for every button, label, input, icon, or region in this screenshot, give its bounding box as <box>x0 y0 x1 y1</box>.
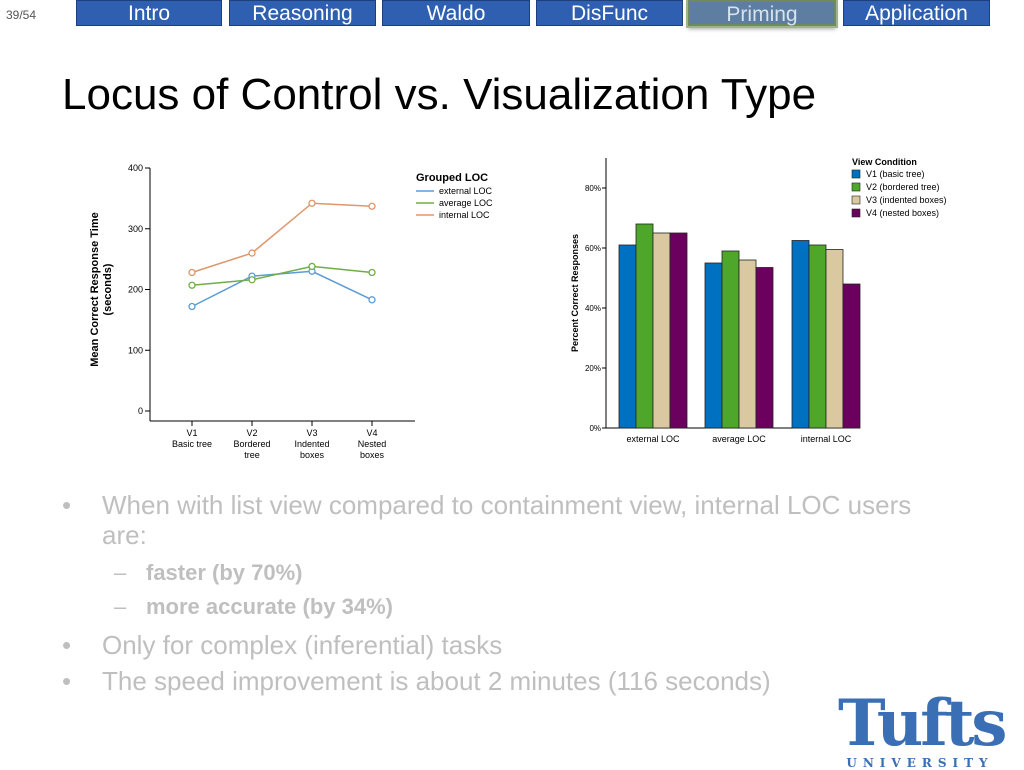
nav-tab-priming[interactable]: Priming <box>688 0 836 26</box>
series-line <box>191 202 373 274</box>
data-point <box>188 281 196 289</box>
series-line <box>191 265 373 286</box>
x-tick-label: V3 <box>306 428 317 438</box>
bullet-dash: – <box>114 560 127 585</box>
bar <box>791 240 810 429</box>
bullet-dot: • <box>62 490 72 520</box>
data-point <box>368 202 376 210</box>
legend-label: internal LOC <box>439 210 490 220</box>
data-point <box>368 268 376 277</box>
bar <box>669 232 688 429</box>
y-axis-label: Percent Correct Responses <box>570 234 580 352</box>
y-tick-label: 100 <box>128 345 143 355</box>
y-axis-label-line: Mean Correct Response Time <box>89 212 101 366</box>
data-point <box>188 302 196 311</box>
x-tick-label: external LOC <box>626 434 680 444</box>
percent-correct-bar-chart: 0% 20% 40% 60% 80% Percent Correct Responses e… <box>570 157 947 444</box>
bar <box>635 223 654 429</box>
legend-swatch <box>851 195 861 205</box>
bar <box>704 262 723 429</box>
bullet-text: The speed improvement is about 2 minutes… <box>102 666 771 696</box>
y-tick-label: 40% <box>585 304 601 313</box>
data-point <box>308 199 316 207</box>
y-tick-label: 200 <box>128 285 143 295</box>
x-tick-label: average LOC <box>712 434 766 444</box>
sub-bullet-item: – faster (by 70%) <box>62 556 962 590</box>
nav-tab-waldo[interactable]: Waldo <box>382 0 530 26</box>
bullet-text: When with list view compared to containm… <box>102 490 912 550</box>
x-tick-label: Nested <box>358 439 387 449</box>
legend-label: V4 (nested boxes) <box>866 208 939 218</box>
x-tick-label: V4 <box>366 428 377 438</box>
x-tick-label: boxes <box>300 450 325 460</box>
legend-title: View Condition <box>852 157 917 167</box>
legend-label: average LOC <box>439 198 493 208</box>
nav-tab-disfunc[interactable]: DisFunc <box>536 0 683 26</box>
bullet-dash: – <box>114 594 127 619</box>
nav-tab-application[interactable]: Application <box>843 0 990 26</box>
x-tick-label: Indented <box>294 439 329 449</box>
x-tick-label: Bordered <box>233 439 270 449</box>
y-tick-label: 20% <box>585 364 601 373</box>
x-tick-label: V2 <box>246 428 257 438</box>
bar <box>755 267 774 429</box>
x-tick-label: internal LOC <box>801 434 852 444</box>
bar <box>808 244 827 429</box>
sub-bullet-text: more accurate (by 34%) <box>146 594 393 619</box>
bullet-item: • When with list view compared to contai… <box>62 490 962 550</box>
legend-swatch <box>851 169 861 179</box>
legend-label: V2 (bordered tree) <box>866 182 940 192</box>
y-tick-label: 60% <box>585 244 601 253</box>
legend-swatch <box>851 208 861 218</box>
sub-bullet-text: faster (by 70%) <box>146 560 303 585</box>
y-axis-label-line: (seconds) <box>102 263 114 315</box>
bar <box>842 283 861 429</box>
logo-wordmark: Tufts <box>838 686 1007 761</box>
bar <box>721 250 740 429</box>
y-tick-label: 300 <box>128 224 143 234</box>
legend-title: Grouped LOC <box>416 172 488 184</box>
bullet-item: • The speed improvement is about 2 minut… <box>62 666 962 696</box>
bar <box>652 232 671 429</box>
response-time-line-chart: 0 100 200 300 400 Mean Correct Response Time(… <box>89 163 493 460</box>
legend-label: external LOC <box>439 186 493 196</box>
bullet-dot: • <box>62 666 72 696</box>
bar <box>825 249 844 429</box>
data-point <box>188 268 196 277</box>
bar <box>618 244 637 429</box>
tufts-logo: Tufts UNIVERSITY <box>838 686 1007 770</box>
data-point <box>248 276 256 284</box>
data-point <box>308 262 316 271</box>
data-point <box>248 249 256 257</box>
y-tick-label: 0 <box>138 406 143 416</box>
legend-swatch <box>851 182 861 192</box>
y-tick-label: 0% <box>589 424 601 433</box>
series-line <box>191 270 373 308</box>
legend-label: V1 (basic tree) <box>866 169 925 179</box>
bullet-text: Only for complex (inferential) tasks <box>102 630 503 660</box>
nav-tab-intro[interactable]: Intro <box>76 0 222 26</box>
logo-subtitle: UNIVERSITY <box>846 756 994 770</box>
sub-bullet-item: – more accurate (by 34%) <box>62 590 962 624</box>
x-tick-label: Basic tree <box>172 439 212 449</box>
x-tick-label: V1 <box>186 428 197 438</box>
x-tick-label: boxes <box>360 450 385 460</box>
slide-title: Locus of Control vs. Visualization Type <box>62 70 817 119</box>
bullet-dot: • <box>62 630 72 660</box>
legend-label: V3 (indented boxes) <box>866 195 947 205</box>
x-tick-label: tree <box>244 450 260 460</box>
nav-tab-reasoning[interactable]: Reasoning <box>229 0 376 26</box>
data-point <box>368 296 376 304</box>
y-tick-label: 400 <box>128 163 143 173</box>
y-axis-label: Mean Correct Response Time(seconds) <box>89 212 114 366</box>
slide-counter: 39/54 <box>6 8 37 22</box>
bullet-list: • When with list view compared to contai… <box>62 490 962 702</box>
y-tick-label: 80% <box>585 184 601 193</box>
bullet-item: • Only for complex (inferential) tasks <box>62 630 962 660</box>
bar <box>738 259 757 429</box>
